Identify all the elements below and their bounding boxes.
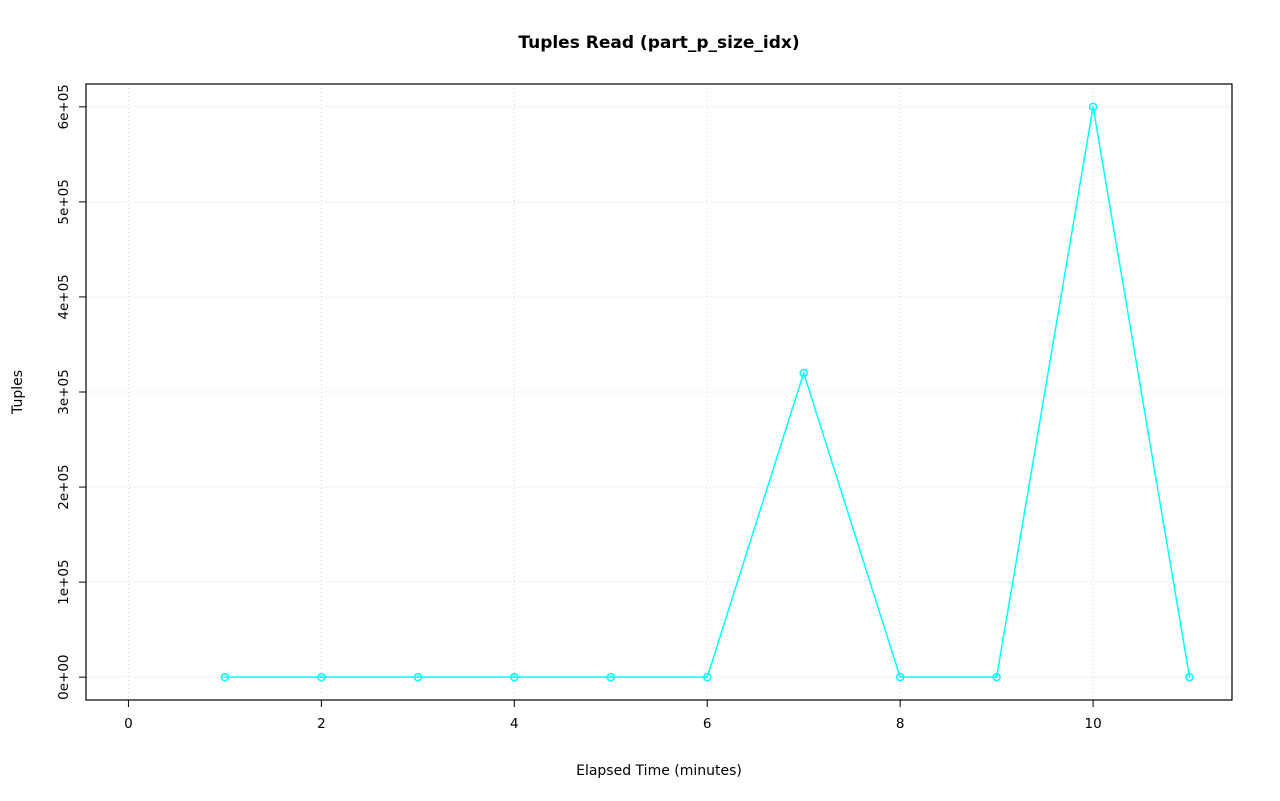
y-axis-label: Tuples bbox=[10, 370, 26, 415]
data-markers bbox=[220, 102, 1194, 682]
y-tick-label: 5e+05 bbox=[56, 179, 72, 224]
x-tick-label: 8 bbox=[896, 716, 905, 732]
data-point bbox=[606, 672, 616, 682]
plot-border bbox=[85, 83, 1233, 701]
x-tick-label: 4 bbox=[510, 716, 519, 732]
data-point bbox=[1185, 672, 1194, 682]
x-tick-label: 2 bbox=[317, 716, 326, 732]
y-tick-label: 2e+05 bbox=[56, 464, 72, 509]
y-tick-label: 3e+05 bbox=[56, 369, 72, 414]
data-point bbox=[992, 672, 1001, 682]
y-axis: 0e+00 1e+05 2e+05 3e+05 4e+05 5e+05 6e+05 bbox=[56, 84, 86, 700]
y-tick-label: 0e+00 bbox=[56, 654, 72, 699]
gridlines bbox=[86, 84, 1232, 700]
x-tick-label: 6 bbox=[703, 716, 712, 732]
x-tick-label: 10 bbox=[1084, 716, 1101, 732]
data-line bbox=[224, 106, 1191, 678]
data-point bbox=[799, 368, 808, 378]
x-axis-label: Elapsed Time (minutes) bbox=[576, 763, 742, 779]
data-point bbox=[317, 672, 326, 682]
data-point bbox=[702, 672, 712, 682]
data-point bbox=[510, 672, 519, 682]
data-point bbox=[1088, 102, 1098, 112]
chart-title: Tuples Read (part_p_size_idx) bbox=[518, 33, 799, 53]
data-point bbox=[413, 672, 423, 682]
y-tick-label: 4e+05 bbox=[56, 274, 72, 319]
x-axis: 0 2 4 6 8 10 bbox=[124, 700, 1102, 732]
y-tick-label: 1e+05 bbox=[56, 559, 72, 604]
data-point bbox=[220, 672, 230, 682]
y-tick-label: 6e+05 bbox=[56, 84, 72, 129]
x-tick-label: 0 bbox=[124, 716, 133, 732]
plot-area: 0 2 4 6 8 10 0e+00 1e+05 2e+05 3e+05 4e+05 5e+05 6e+… bbox=[56, 83, 1233, 732]
data-point bbox=[895, 672, 905, 682]
